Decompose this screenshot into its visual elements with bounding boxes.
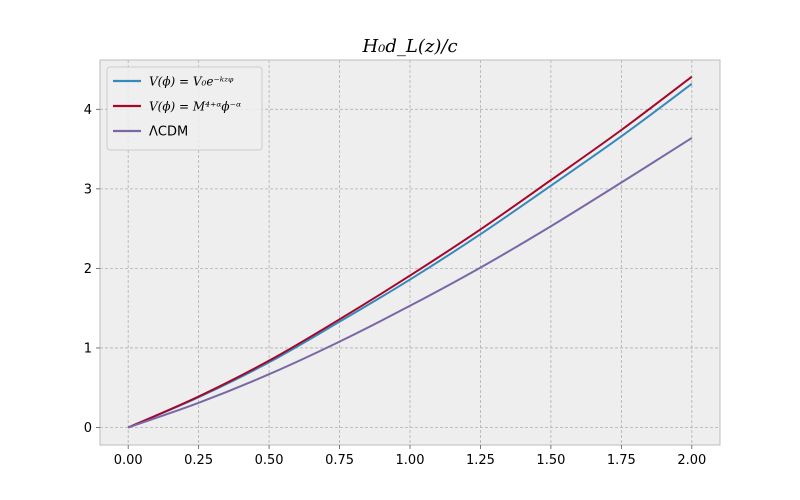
x-tick-label: 0.75 bbox=[325, 453, 354, 468]
x-tick-label: 0.50 bbox=[255, 453, 284, 468]
ticks: 0.00 0.25 0.50 0.75 1.00 1.25 1.50 1.75 2.00 0 1 2 3… bbox=[84, 103, 707, 468]
legend-label: V(ϕ) = M⁴⁺ᵅϕ⁻ᵅ bbox=[149, 100, 241, 114]
series-line-2 bbox=[127, 75, 693, 429]
series-layer bbox=[127, 75, 693, 429]
x-tick-label: 1.50 bbox=[536, 453, 565, 468]
y-tick-label: 1 bbox=[84, 341, 92, 356]
x-tick-label: 1.75 bbox=[607, 453, 636, 468]
legend-box bbox=[106, 66, 263, 151]
grid bbox=[100, 60, 720, 445]
x-tick-label: 2.00 bbox=[677, 453, 706, 468]
legend-label: V(ϕ) = V₀e⁻ᵏᶻᵠ bbox=[149, 75, 234, 89]
y-tick-label: 4 bbox=[84, 103, 92, 118]
y-tick-label: 2 bbox=[84, 262, 92, 277]
chart-title: H₀d_L(z)/c bbox=[361, 36, 457, 57]
legend-label: ΛCDM bbox=[149, 125, 188, 140]
y-tick-label: 3 bbox=[84, 182, 92, 197]
legend: V(ϕ) = V₀e⁻ᵏᶻᵠ V(ϕ) = M⁴⁺ᵅϕ⁻ᵅ ΛCDM bbox=[106, 66, 263, 151]
x-tick-label: 1.00 bbox=[396, 453, 425, 468]
x-tick-label: 0.25 bbox=[184, 453, 213, 468]
series-line-3 bbox=[127, 137, 693, 429]
x-tick-label: 0.00 bbox=[114, 453, 143, 468]
y-tick-label: 0 bbox=[84, 421, 92, 436]
x-tick-label: 1.25 bbox=[466, 453, 495, 468]
